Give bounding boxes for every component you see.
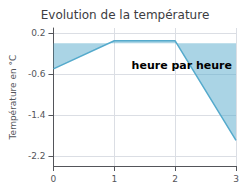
svg-text:3: 3 xyxy=(233,174,239,184)
svg-text:-1.4: -1.4 xyxy=(28,110,46,120)
svg-text:-2.2: -2.2 xyxy=(28,151,46,161)
svg-text:0.2: 0.2 xyxy=(31,28,45,38)
svg-text:1: 1 xyxy=(111,174,117,184)
svg-text:Evolution de la température: Evolution de la température xyxy=(41,8,210,22)
svg-text:heure par heure: heure par heure xyxy=(132,59,232,72)
svg-text:2: 2 xyxy=(172,174,178,184)
svg-text:Température en °C: Température en °C xyxy=(8,55,18,141)
svg-text:0: 0 xyxy=(51,174,57,184)
svg-text:-0.6: -0.6 xyxy=(28,69,46,79)
